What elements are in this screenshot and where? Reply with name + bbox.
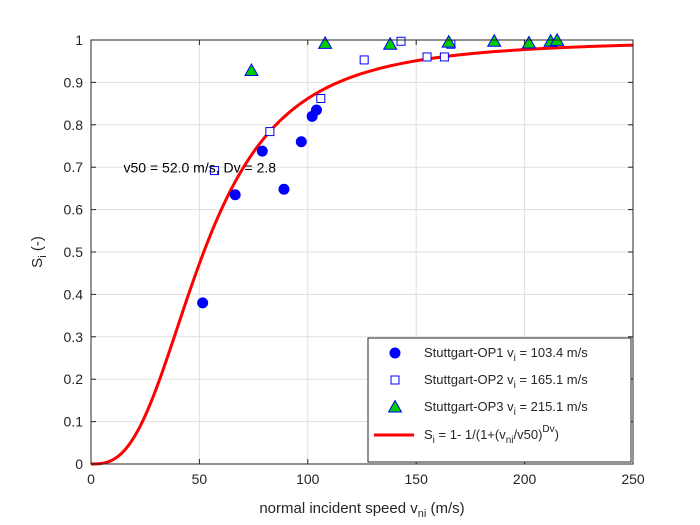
legend-fit-v50: /v50) <box>514 427 543 442</box>
legend-fit-s: S <box>424 427 433 442</box>
x-axis-label-unit: (m/s) <box>426 500 464 517</box>
point-op3 <box>441 34 457 48</box>
point-op1 <box>295 136 307 148</box>
y-tick-label: 0.7 <box>64 159 84 175</box>
legend-op1-main: Stuttgart-OP1 v <box>424 345 514 360</box>
legend-fit-mid: = 1- 1/(1+(v <box>435 427 506 442</box>
point-op2 <box>359 55 369 65</box>
y-axis-label-unit: (-) <box>29 236 46 255</box>
point-op3 <box>244 63 259 77</box>
y-tick-label: 0.6 <box>64 202 84 218</box>
y-tick-label: 0.4 <box>64 286 84 302</box>
legend-box <box>367 337 632 463</box>
y-tick-label: 0 <box>75 456 83 472</box>
point-op1 <box>310 104 322 116</box>
legend-marker-op1 <box>389 347 401 359</box>
x-axis-label-sub: ni <box>418 508 427 520</box>
point-op2 <box>265 127 275 137</box>
y-axis-label: Si (-) <box>29 236 49 268</box>
y-tick-label: 0.3 <box>64 329 84 345</box>
legend-symbol-op2 <box>390 375 400 385</box>
point-op2 <box>316 94 326 104</box>
fit-curve-line <box>91 43 634 466</box>
point-op2 <box>396 36 406 46</box>
point-op2 <box>439 52 449 62</box>
legend-symbol-op1 <box>389 347 401 359</box>
y-tick-label: 0.1 <box>64 414 84 430</box>
point-op1 <box>278 183 290 195</box>
legend-entry-op2: Stuttgart-OP2 vi = 165.1 m/s <box>424 372 588 391</box>
legend-op2-sub: i <box>514 380 516 391</box>
legend-fit-sub-ni: ni <box>506 435 514 446</box>
legend-entry-op3: Stuttgart-OP3 vi = 215.1 m/s <box>424 399 588 418</box>
x-tick-label: 200 <box>513 471 537 487</box>
legend-op3-main: Stuttgart-OP3 v <box>424 399 514 414</box>
y-axis-label-main: S <box>29 258 46 268</box>
fit-annotation: v50 = 52.0 m/s, Dv = 2.8 <box>124 159 277 175</box>
y-tick-label: 0.8 <box>64 117 84 133</box>
point-op1 <box>229 189 241 201</box>
point-op2 <box>422 52 432 62</box>
point-op3 <box>486 33 502 47</box>
legend-fit-sup-dv: Dv <box>542 424 554 435</box>
point-op3 <box>521 35 537 49</box>
x-axis-label: normal incident speed vni (m/s) <box>259 500 464 520</box>
legend-marker-op3 <box>387 399 403 413</box>
legend-op2-rest: = 165.1 m/s <box>516 372 588 387</box>
legend-entry-op1: Stuttgart-OP1 vi = 103.4 m/s <box>424 345 588 364</box>
y-tick-label: 0.5 <box>64 244 84 260</box>
legend-op1-rest: = 103.4 m/s <box>516 345 588 360</box>
x-tick-label: 150 <box>405 471 429 487</box>
x-tick-label: 250 <box>621 471 645 487</box>
x-tick-label: 50 <box>192 471 208 487</box>
x-tick-label: 0 <box>87 471 95 487</box>
legend: Stuttgart-OP1 vi = 103.4 m/s Stuttgart-O… <box>367 337 632 463</box>
x-axis-label-main: normal incident speed v <box>259 500 418 517</box>
point-op2 <box>210 166 220 176</box>
legend-entry-fit: Si = 1- 1/(1+(vni/v50)Dv) <box>424 424 559 446</box>
y-tick-label: 1 <box>75 32 83 48</box>
legend-fit-close: ) <box>555 427 559 442</box>
x-tick-label: 100 <box>296 471 320 487</box>
axis-ticks: 0 50 100 150 200 250 0 0.1 0.2 0.3 0.4 0.5 0.6 0.7 0.8… <box>64 32 645 487</box>
legend-marker-op2 <box>390 375 400 385</box>
point-op3 <box>317 35 333 49</box>
fit-curve-layer <box>91 43 634 466</box>
y-axis-label-sub: i <box>37 255 49 257</box>
legend-fit-sub-i: i <box>433 435 435 446</box>
point-op3 <box>382 36 398 50</box>
point-op1 <box>256 145 268 157</box>
point-op1 <box>197 297 209 309</box>
legend-op3-rest: = 215.1 m/s <box>516 399 588 414</box>
legend-symbol-op3 <box>387 399 403 413</box>
legend-op3-sub: i <box>514 407 516 418</box>
legend-op1-sub: i <box>514 353 516 364</box>
legend-op2-main: Stuttgart-OP2 v <box>424 372 514 387</box>
y-tick-label: 0.2 <box>64 371 84 387</box>
y-tick-label: 0.9 <box>64 74 84 90</box>
